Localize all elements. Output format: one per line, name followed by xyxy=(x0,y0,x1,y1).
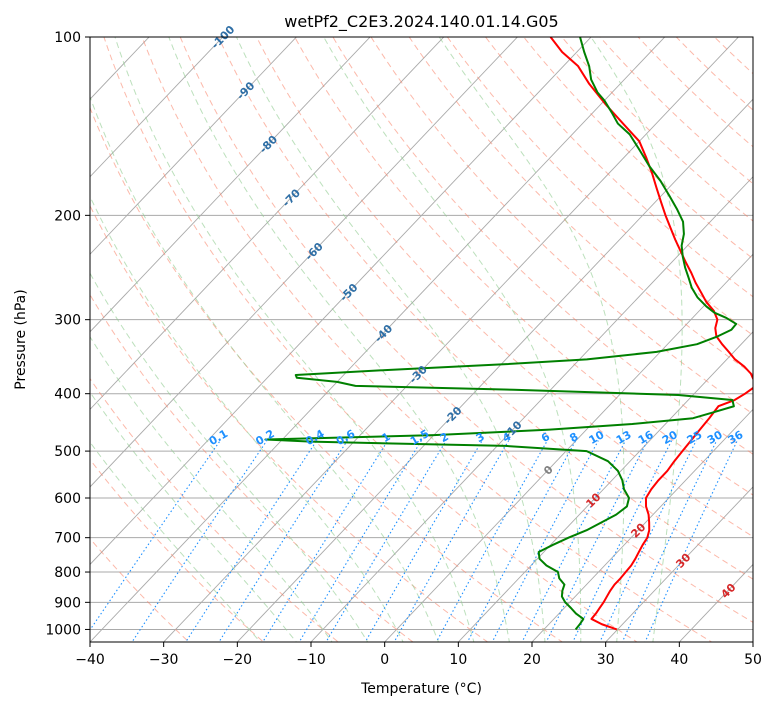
moist-adiabat-line xyxy=(438,37,625,642)
y-tick-label: 300 xyxy=(54,313,81,329)
dry-adiabat-line xyxy=(90,204,489,642)
dry-adiabat-line xyxy=(332,37,753,455)
x-tick-label: −10 xyxy=(296,652,326,668)
moist-adiabat-line xyxy=(90,95,440,642)
isotherm-line xyxy=(90,37,445,411)
dry-adiabat-line xyxy=(370,37,753,415)
moist-adiabat-line xyxy=(590,37,683,642)
isotherm-line xyxy=(384,253,753,642)
x-tick-label: 0 xyxy=(380,652,389,668)
dry-adiabat-line xyxy=(408,37,753,375)
dry-adiabat-line xyxy=(90,106,564,642)
isotherm-line xyxy=(310,176,753,642)
x-tick-label: 50 xyxy=(744,652,762,668)
y-tick-label: 1000 xyxy=(45,622,81,638)
x-tick-label: 10 xyxy=(449,652,467,668)
x-tick-label: 20 xyxy=(523,652,541,668)
y-tick-label: 500 xyxy=(54,444,81,460)
mixing-ratio-line xyxy=(435,440,548,642)
series-layer xyxy=(264,37,753,631)
mixing-ratio-line xyxy=(521,440,627,642)
y-tick-label: 200 xyxy=(54,208,81,224)
dry-adiabat-line xyxy=(179,37,753,623)
isotherm-line xyxy=(90,37,519,488)
y-tick-label: 100 xyxy=(54,30,81,46)
isotherm-line xyxy=(531,408,753,642)
mixing-ratio-line xyxy=(491,440,599,642)
dry-adiabat-line xyxy=(90,537,190,642)
moist-adiabat-line xyxy=(90,441,261,642)
moist-adiabat-line xyxy=(90,272,369,642)
isotherm-line xyxy=(90,37,224,178)
isotherm-line xyxy=(90,37,666,642)
y-tick-label: 400 xyxy=(54,387,81,403)
y-tick-label: 800 xyxy=(54,565,81,581)
tick-layer: −40 −30 −20 −10 0 10 20 30 40 50 1000 900 800 700 600 5… xyxy=(45,30,762,668)
mixing-ratio-line xyxy=(621,440,718,642)
moist-adiabat-line xyxy=(236,37,546,642)
x-tick-label: 30 xyxy=(597,652,615,668)
dewpoint-line xyxy=(264,37,738,631)
isotherm-line xyxy=(90,37,371,333)
moist-adiabat-line xyxy=(114,37,475,642)
mixing-ratio-line xyxy=(572,440,673,642)
y-axis-label: Pressure (hPa) xyxy=(13,289,29,389)
temperature-line xyxy=(549,37,753,631)
dry-adiabat-line xyxy=(141,37,713,642)
isotherm-line xyxy=(90,37,298,255)
isotherm-line xyxy=(236,98,753,642)
x-tick-label: −30 xyxy=(149,652,179,668)
dry-adiabat-line xyxy=(90,458,265,642)
mixing-ratio-line xyxy=(364,440,483,642)
mixing-ratio-line xyxy=(131,440,268,642)
y-tick-label: 600 xyxy=(54,491,81,507)
chart-title: wetPf2_C2E3.2024.140.01.14.G05 xyxy=(284,12,558,32)
isotherm-line xyxy=(605,486,753,642)
moist-adiabat-line xyxy=(90,391,297,642)
moist-adiabat-line xyxy=(168,37,510,642)
dry-adiabat-line xyxy=(256,37,753,538)
dry-adiabat-line xyxy=(90,377,340,642)
plot-frame xyxy=(89,36,754,643)
y-tick-label: 700 xyxy=(54,531,81,547)
dry-adiabat-line xyxy=(103,37,638,642)
x-tick-label: −40 xyxy=(75,652,105,668)
x-axis-label: Temperature (°C) xyxy=(360,681,482,697)
x-tick-label: 40 xyxy=(670,652,688,668)
dry-adiabat-line xyxy=(446,37,753,336)
moist-adiabat-line xyxy=(90,195,404,642)
isotherm-line xyxy=(90,37,592,566)
dry-adiabat-line xyxy=(90,293,414,642)
moist-adiabat-line xyxy=(323,37,582,642)
mixing-ratio-line xyxy=(218,440,348,642)
mixing-ratio-line xyxy=(644,440,738,642)
mixing-ratio-line xyxy=(599,440,697,642)
mixing-ratio-line xyxy=(393,440,510,642)
mixing-ratio-line xyxy=(325,440,447,642)
moist-adiabat-line xyxy=(90,335,333,642)
mixing-ratio-line xyxy=(466,440,577,642)
mixing-ratio-line xyxy=(185,440,318,642)
x-tick-label: −20 xyxy=(223,652,253,668)
isotherm-line xyxy=(163,37,740,642)
y-tick-label: 900 xyxy=(54,595,81,611)
mixing-ratio-line xyxy=(545,440,649,642)
